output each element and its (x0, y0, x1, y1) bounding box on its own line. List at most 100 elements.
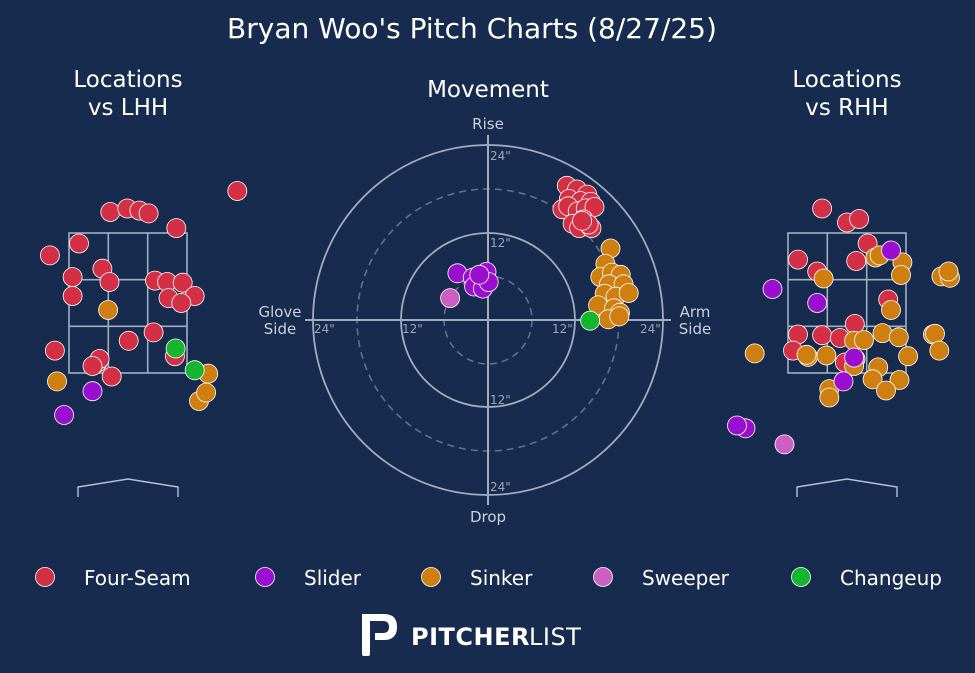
movement-axis-arm-line2: Side (679, 320, 711, 338)
rhh-pitch-sinker (891, 265, 911, 285)
legend-item-sweeper: Sweeper (593, 566, 730, 590)
rhh-panel-title-line2: vs RHH (805, 95, 888, 121)
legend-marker-four-seam (35, 567, 55, 587)
rhh-pitch-four-seam (846, 251, 867, 271)
lhh-pitch-four-seam (138, 203, 159, 224)
lhh-pitch-sinker (98, 300, 118, 320)
lhh-pitch-slider (82, 381, 103, 402)
rhh-pitch-slider (833, 371, 854, 392)
legend-item-slider: Slider (255, 566, 362, 590)
rhh-panel-title-line1: Locations (792, 67, 901, 93)
pitcherlist-p-icon (362, 614, 397, 656)
lhh-pitch-four-seam (118, 330, 139, 351)
lhh-pitch-sinker (47, 371, 67, 392)
rhh-pitch-sinker (813, 268, 834, 289)
lhh-pitch-sinker (196, 382, 217, 403)
rhh-pitch-sinker (796, 344, 817, 365)
lhh-panel-title-line2: vs LHH (88, 95, 168, 121)
legend-label-slider: Slider (304, 566, 362, 590)
lhh-pitch-four-seam (101, 366, 122, 387)
legend-marker-slider (255, 567, 275, 587)
rhh-pitch-sinker (888, 327, 909, 348)
rhh-pitch-sinker (854, 330, 874, 351)
movement-axis-rise: Rise (472, 115, 504, 133)
lhh-pitch-four-seam (62, 286, 83, 306)
lhh-pitch-four-seam (227, 181, 248, 201)
movement-tick-right-12: 12" (552, 322, 573, 336)
movement-tick-up-24: 24" (490, 149, 511, 163)
movement-tick-down-12: 12" (490, 393, 511, 407)
legend-label-sweeper: Sweeper (642, 566, 730, 590)
lhh-locations-panel: Locations vs LHH (40, 67, 248, 497)
rhh-pitch-sinker (872, 323, 893, 344)
movement-panel-title: Movement (427, 77, 549, 103)
lhh-pitch-four-seam (82, 356, 103, 376)
movement-tick-down-24: 24" (490, 480, 511, 494)
movement-tick-left-24: 24" (314, 322, 335, 336)
legend-item-sinker: Sinker (421, 566, 533, 590)
rhh-pitch-sweeper (774, 434, 795, 455)
movement-axis-arm-line1: Arm (680, 303, 711, 321)
legend-marker-changeup (791, 567, 811, 587)
movement-panel: Movement Rise Drop Glove Side Arm Side 2… (258, 77, 711, 526)
brand-name-light: LIST (529, 623, 581, 651)
rhh-pitch-sinker (925, 323, 945, 344)
legend-label-changeup: Changeup (840, 566, 942, 590)
lhh-pitch-four-seam (171, 293, 192, 313)
chart-title: Bryan Woo's Pitch Charts (8/27/25) (227, 12, 717, 45)
rhh-pitch-slider (844, 347, 864, 368)
movement-tick-right-24: 24" (640, 322, 661, 336)
lhh-pitch-points (40, 181, 248, 425)
rhh-pitch-sinker (816, 345, 837, 366)
rhh-pitch-sinker (862, 369, 883, 390)
lhh-pitch-four-seam (143, 322, 164, 343)
lhh-pitch-four-seam (69, 233, 89, 254)
rhh-pitch-four-seam (812, 198, 832, 219)
movement-pitch-changeup (580, 310, 600, 331)
lhh-pitch-slider (54, 405, 74, 425)
lhh-pitch-changeup (184, 360, 205, 381)
movement-tick-left-12: 12" (402, 322, 423, 336)
legend-item-changeup: Changeup (791, 566, 942, 590)
legend-marker-sweeper (593, 567, 613, 587)
movement-axis-drop: Drop (470, 508, 506, 526)
legend-label-four-seam: Four-Seam (84, 566, 191, 590)
movement-pitch-slider (469, 264, 490, 285)
rhh-pitch-four-seam (812, 325, 832, 346)
rhh-pitch-points (727, 198, 960, 455)
lhh-pitch-four-seam (62, 267, 83, 288)
rhh-pitch-slider (727, 415, 747, 436)
rhh-locations-panel: Locations vs RHH (727, 67, 960, 497)
movement-pitch-points (440, 175, 639, 331)
rhh-pitch-sinker (889, 370, 910, 390)
lhh-panel-title-line1: Locations (73, 67, 182, 93)
lhh-pitch-four-seam (40, 245, 60, 266)
rhh-pitch-sinker (744, 343, 765, 364)
rhh-pitch-slider (881, 240, 901, 261)
lhh-pitch-four-seam (172, 272, 193, 293)
lhh-home-plate (77, 478, 179, 497)
legend-marker-sinker (421, 567, 441, 587)
lhh-pitch-four-seam (99, 272, 120, 292)
rhh-pitch-slider (762, 279, 783, 299)
lhh-pitch-four-seam (100, 202, 121, 222)
movement-pitch-sweeper (440, 288, 461, 309)
movement-axis-glove-line2: Side (264, 320, 296, 338)
legend-label-sinker: Sinker (470, 566, 533, 590)
rhh-pitch-sinker (898, 346, 918, 367)
rhh-pitch-sinker (881, 300, 901, 320)
lhh-pitch-four-seam (45, 340, 65, 361)
movement-tick-up-12: 12" (490, 236, 511, 250)
movement-pitch-sinker (618, 283, 639, 303)
rhh-pitch-four-seam (849, 209, 869, 229)
pitcherlist-logo: PITCHER LIST (362, 614, 581, 656)
rhh-pitch-slider (807, 293, 828, 313)
movement-axis-glove-line1: Glove (258, 303, 301, 321)
rhh-pitch-sinker (819, 387, 840, 408)
rhh-pitch-sinker (876, 380, 896, 401)
rhh-pitch-sinker (929, 340, 950, 361)
rhh-pitch-four-seam (788, 249, 808, 270)
legend-item-four-seam: Four-Seam (35, 566, 191, 590)
movement-pitch-sinker (609, 306, 630, 327)
